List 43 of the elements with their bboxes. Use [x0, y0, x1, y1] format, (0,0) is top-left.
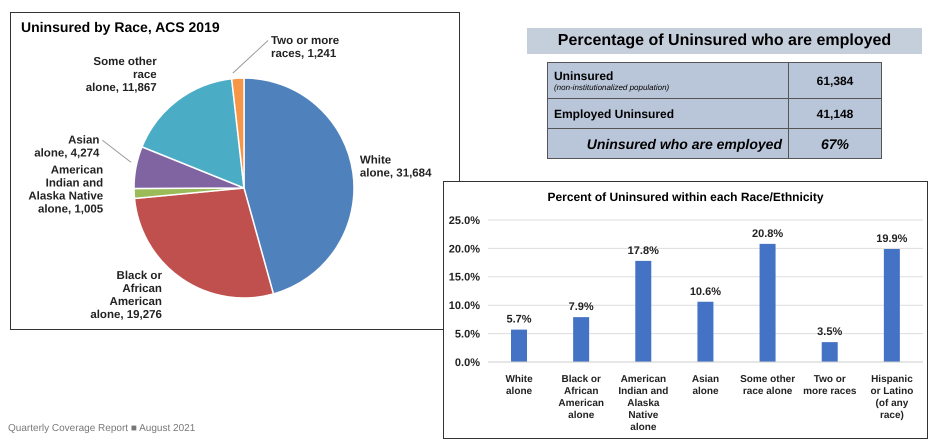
data-label: 17.8%: [628, 244, 660, 257]
text: Uninsured who are employed: [548, 128, 788, 158]
x-tick-label: White alone: [505, 374, 534, 397]
y-tick-label: 20.0%: [448, 243, 480, 256]
bar: [573, 317, 590, 362]
text: 41,148: [788, 98, 882, 128]
bar: [511, 330, 527, 362]
bar: [697, 302, 714, 362]
y-tick-label: 0.0%: [454, 356, 480, 369]
chart-title: Percent of Uninsured within each Race/Ethnicity: [546, 190, 825, 204]
slice-label: Asian alone, 4,274: [34, 134, 100, 160]
data-label: 5.7%: [506, 314, 532, 326]
chart-title: Uninsured by Race, ACS 2019: [21, 19, 220, 35]
y-tick-label: 25.0%: [448, 214, 480, 227]
bar: [635, 260, 652, 362]
slice-label: Black or African American alone, 19,276: [90, 270, 162, 322]
x-tick-label: American Indian and Alaska Native alone: [618, 374, 668, 433]
x-tick-label: Asian alone: [692, 374, 720, 397]
data-label: 10.6%: [690, 286, 722, 298]
slice-label: White alone, 31,684: [360, 154, 432, 180]
data-label: 20.8%: [752, 228, 784, 240]
data-label: 19.9%: [876, 232, 908, 245]
x-tick-label: Two or more races: [803, 374, 857, 397]
x-tick-label: Hispanic or Latino (of any race): [870, 374, 914, 421]
bar: [884, 248, 900, 362]
bar: [760, 244, 776, 362]
slice-label: American Indian and Alaska Native alone, 1,005: [28, 164, 104, 216]
x-tick-label: Black or African American alone: [558, 374, 604, 421]
text: 67%: [788, 128, 882, 158]
data-label: 7.9%: [568, 301, 594, 314]
y-tick-label: 5.0%: [454, 328, 480, 341]
data-label: 3.5%: [817, 326, 842, 338]
text: Employed Uninsured: [548, 98, 788, 128]
bar: [822, 342, 838, 362]
text: Percentage of Uninsured who are employed: [527, 28, 922, 54]
y-tick-label: 15.0%: [448, 272, 480, 284]
slice-label: Some other race alone, 11,867: [86, 56, 158, 94]
slice-label: Two or more races, 1,241: [271, 35, 340, 60]
text: (non-institutionalized population): [554, 83, 670, 92]
text: Quarterly Coverage Report ■ August 2021: [8, 423, 196, 434]
y-tick-label: 10.0%: [448, 300, 480, 312]
text: 61,384: [788, 62, 882, 98]
x-tick-label: Some other race alone: [740, 374, 796, 397]
